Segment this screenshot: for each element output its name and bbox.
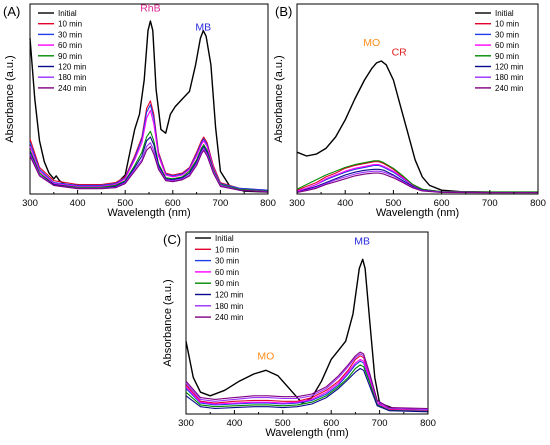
chart-2-x-tick-label-400: 400 [226, 418, 242, 429]
chart-0-legend-label: 90 min [58, 52, 82, 61]
chart-0-legend-label: 180 min [58, 73, 86, 82]
chart-1-series-line-initial [296, 60, 538, 193]
chart-2-x-tick-label-800: 800 [420, 418, 436, 429]
chart-1-series-line-240-min [296, 172, 538, 194]
chart-1-x-tick-label-300: 300 [289, 198, 305, 209]
chart-2-series-line-120-min [185, 367, 429, 413]
chart-0-x-tick-label-400: 400 [70, 198, 86, 209]
chart-1-legend-label: 240 min [495, 84, 523, 93]
chart-2-legend-label: 120 min [215, 291, 243, 300]
chart-0-y-axis-title: Absorbance (a.u.) [4, 55, 16, 142]
chart-0-legend-label: 10 min [58, 20, 82, 29]
chart-2-x-tick-label-600: 600 [323, 418, 339, 429]
chart-1-legend-label: 60 min [495, 41, 519, 50]
chart-0-annotation-rhb: RhB [140, 3, 160, 15]
chart-0-x-tick-label-800: 800 [260, 198, 276, 209]
chart-2-legend-label: Initial [215, 234, 234, 243]
chart-1-x-tick-label-600: 600 [434, 198, 450, 209]
panel-c-label: (C) [163, 232, 181, 247]
chart-2-x-tick-label-300: 300 [178, 418, 194, 429]
chart-0-x-axis-title: Wavelength (nm) [107, 207, 190, 219]
chart-0-x-tick-label-300: 300 [22, 198, 38, 209]
chart-0-x-tick-label-700: 700 [212, 198, 228, 209]
chart-0-legend-label: 60 min [58, 41, 82, 50]
panel-b-label: (B) [275, 4, 292, 19]
chart-1-annotation-cr: CR [392, 46, 408, 58]
chart-0-series-line-initial [29, 20, 269, 193]
chart-1-x-tick-label-700: 700 [482, 198, 498, 209]
chart-1-legend-label: 90 min [495, 52, 519, 61]
chart-0-series-line-240-min [29, 145, 269, 193]
chart-1-series-line-90-min [296, 160, 538, 193]
chart-2-legend-label: 60 min [215, 268, 239, 277]
chart-1-y-axis-title: Absorbance (a.u.) [273, 55, 285, 142]
chart-2-legend-label: 30 min [215, 257, 239, 266]
chart-2-legend-label: 10 min [215, 245, 239, 254]
chart-2-x-tick-label-500: 500 [275, 418, 291, 429]
panel-b: (B) 300 400 500 600 700 800 Wavelength (nm) Abs… [273, 3, 546, 219]
chart-2-legend-label: 90 min [215, 279, 239, 288]
chart-1-legend-label: 10 min [495, 20, 519, 29]
chart-1-x-tick-label-800: 800 [530, 198, 546, 209]
panel-a: (A) 300 400 500 600 700 800 Wavelength (nm) Abs… [3, 3, 276, 219]
chart-1-x-axis-title: Wavelength (nm) [376, 207, 459, 219]
chart-0-x-tick-label-600: 600 [165, 198, 181, 209]
chart-2-annotation-mb: MB [354, 236, 370, 248]
panel-a-label: (A) [3, 4, 20, 19]
chart-2-x-tick-label-700: 700 [372, 418, 388, 429]
chart-0-series-line-60-min [29, 109, 269, 192]
chart-1-annotation-mo: MO [363, 37, 380, 49]
chart-1-legend-label: 180 min [495, 73, 523, 82]
chart-2-series-line-240-min [185, 351, 429, 410]
chart-2-series-line-10-min [185, 355, 429, 411]
chart-2-x-axis-title: Wavelength (nm) [265, 427, 348, 439]
chart-0-x-tick-label-500: 500 [117, 198, 133, 209]
chart-1-x-tick-label-400: 400 [337, 198, 353, 209]
chart-1-x-tick-label-500: 500 [385, 198, 401, 209]
chart-2-annotation-mo: MO [257, 350, 274, 362]
chart-0-annotation-mb: MB [195, 22, 211, 34]
chart-2-series-line-60-min [185, 358, 429, 412]
chart-1-legend-label: 120 min [495, 63, 523, 72]
chart-1-legend-label: 30 min [495, 30, 519, 39]
chart-2-legend-label: 240 min [215, 313, 243, 322]
chart-2-series-line-initial [185, 258, 429, 412]
chart-1-legend-label: Initial [495, 9, 514, 18]
chart-0-legend-label: 30 min [58, 30, 82, 39]
chart-2-series-line-90-min [185, 364, 429, 412]
chart-0-legend-label: Initial [58, 9, 77, 18]
chart-2-y-axis-title: Absorbance (a.u.) [162, 279, 174, 366]
panel-c: (C) 300 400 500 600 700 800 Wavelength (nm) Abs… [162, 231, 436, 439]
chart-0-legend-label: 120 min [58, 63, 86, 72]
chart-2-legend-label: 180 min [215, 302, 243, 311]
chart-0-legend-label: 240 min [58, 84, 86, 93]
